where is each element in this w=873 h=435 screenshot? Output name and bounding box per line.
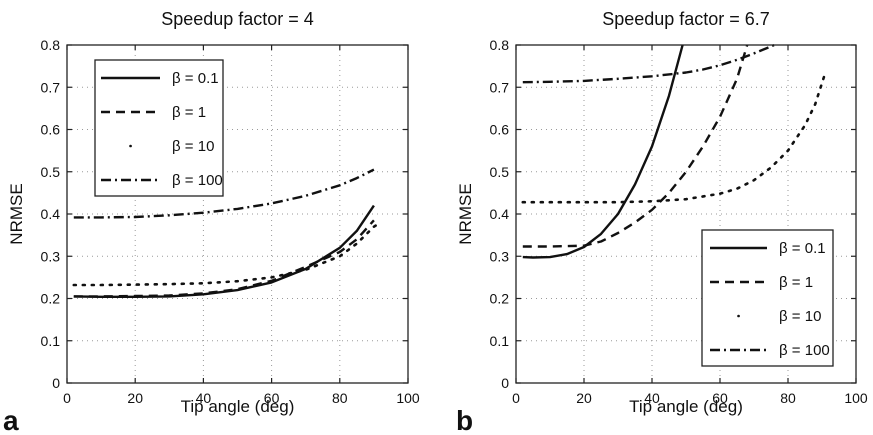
legend-box	[94, 59, 224, 197]
legend-label-3: β = 10	[172, 138, 214, 155]
legend-label-4: β = 100	[779, 342, 830, 359]
y-tick-label: 0.5	[490, 164, 510, 180]
y-tick-label: 0.2	[41, 291, 61, 307]
legend-label-1: β = 0.1	[172, 70, 219, 87]
legend-label-1: β = 0.1	[779, 240, 826, 257]
chart-title: Speedup factor = 4	[161, 9, 314, 29]
series-line-4	[73, 168, 375, 219]
y-tick-label: 0.3	[490, 248, 510, 264]
y-tick-label: 0.4	[41, 206, 61, 222]
series-line-2	[522, 44, 749, 248]
y-tick-label: 0	[501, 375, 509, 391]
y-tick-label: 0.8	[490, 37, 510, 53]
x-tick-label: 40	[196, 390, 212, 406]
y-axis-label: NRMSE	[7, 183, 26, 244]
y-axis-label: NRMSE	[456, 183, 475, 244]
x-tick-label: 60	[264, 390, 280, 406]
y-tick-label: 0.7	[490, 79, 510, 95]
series-line-3	[72, 221, 383, 287]
legend-label-4: β = 100	[172, 172, 223, 189]
legend: β = 0.1 β = 1 β = 10 β = 100	[701, 229, 834, 367]
panel-label: b	[456, 405, 473, 435]
x-tick-label: 60	[712, 390, 728, 406]
x-tick-label: 100	[396, 390, 420, 406]
x-tick-label: 0	[63, 390, 71, 406]
chart-panel-a: 0 20 40 60 80 100 0 0.1 0.2 0.3 0.4 0.5 0.6 0.7 0.8 Sp…	[3, 9, 420, 435]
y-tick-label: 0.2	[490, 291, 510, 307]
series-line-2	[73, 219, 375, 298]
chart-title: Speedup factor = 6.7	[602, 9, 770, 29]
x-tick-label: 20	[127, 390, 143, 406]
x-tick-label: 80	[780, 390, 796, 406]
x-axis-label: Tip angle (deg)	[629, 397, 743, 416]
legend-label-3: β = 10	[779, 308, 821, 325]
y-tick-label: 0.6	[490, 122, 510, 138]
legend-label-2: β = 1	[172, 104, 206, 121]
panel-label: a	[3, 405, 19, 435]
legend-box	[701, 229, 834, 367]
y-tick-label: 0.3	[41, 248, 61, 264]
x-tick-label: 100	[844, 390, 868, 406]
chart-panel-b: 0 20 40 60 80 100 0 0.1 0.2 0.3 0.4 0.5 0.6 0.7 0.8 Sp…	[456, 9, 868, 435]
y-tick-label: 0.1	[41, 333, 61, 349]
series-line-1	[522, 44, 684, 259]
x-tick-label: 80	[332, 390, 348, 406]
series-line-4	[522, 44, 775, 84]
x-tick-label: 20	[576, 390, 592, 406]
x-axis-label: Tip angle (deg)	[181, 397, 295, 416]
x-tick-label: 0	[512, 390, 520, 406]
y-tick-label: 0.1	[490, 333, 510, 349]
y-tick-label: 0.5	[41, 164, 61, 180]
series-line-1	[73, 204, 375, 298]
y-tick-label: 0.4	[490, 206, 510, 222]
y-tick-label: 0	[52, 375, 60, 391]
y-tick-label: 0.6	[41, 122, 61, 138]
x-tick-label: 40	[644, 390, 660, 406]
y-tick-label: 0.8	[41, 37, 61, 53]
legend-label-2: β = 1	[779, 274, 813, 291]
y-tick-label: 0.7	[41, 79, 61, 95]
legend: β = 0.1 β = 1 β = 10 β = 100	[94, 59, 224, 197]
series-line-3	[521, 71, 827, 204]
